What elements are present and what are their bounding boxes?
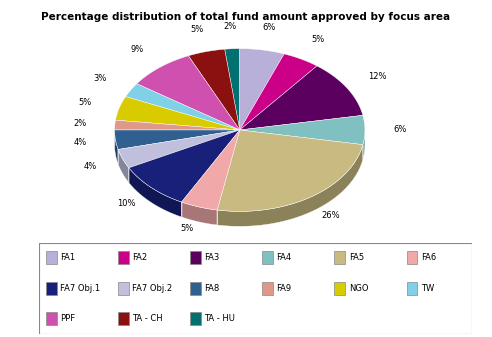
FancyBboxPatch shape	[262, 251, 273, 264]
Polygon shape	[182, 130, 240, 210]
Text: FA9: FA9	[277, 284, 292, 293]
Text: FA1: FA1	[60, 253, 75, 262]
Text: PPF: PPF	[60, 314, 75, 323]
Polygon shape	[225, 49, 240, 130]
Polygon shape	[363, 130, 365, 160]
Text: FA3: FA3	[205, 253, 220, 262]
Text: 5%: 5%	[312, 35, 325, 44]
FancyBboxPatch shape	[46, 282, 57, 295]
FancyBboxPatch shape	[262, 282, 273, 295]
Text: 3%: 3%	[93, 74, 107, 83]
Text: 6%: 6%	[393, 125, 407, 134]
FancyBboxPatch shape	[190, 312, 201, 325]
Polygon shape	[115, 120, 240, 130]
FancyBboxPatch shape	[190, 282, 201, 295]
Polygon shape	[240, 54, 317, 130]
Text: 4%: 4%	[83, 162, 96, 172]
Text: TA - HU: TA - HU	[205, 314, 235, 323]
Polygon shape	[129, 168, 182, 217]
Polygon shape	[116, 97, 240, 130]
Polygon shape	[125, 84, 240, 130]
Text: TW: TW	[421, 284, 434, 293]
FancyBboxPatch shape	[407, 251, 418, 264]
Text: Percentage distribution of total fund amount approved by focus area: Percentage distribution of total fund am…	[41, 12, 451, 22]
Text: 12%: 12%	[368, 71, 386, 81]
Text: FA5: FA5	[349, 253, 364, 262]
FancyBboxPatch shape	[335, 251, 345, 264]
Polygon shape	[129, 130, 240, 202]
FancyBboxPatch shape	[118, 251, 129, 264]
Text: FA6: FA6	[421, 253, 436, 262]
FancyBboxPatch shape	[39, 243, 472, 334]
FancyBboxPatch shape	[118, 282, 129, 295]
FancyBboxPatch shape	[190, 251, 201, 264]
Text: 5%: 5%	[181, 224, 194, 233]
Polygon shape	[137, 56, 240, 130]
Polygon shape	[188, 49, 240, 130]
Text: FA8: FA8	[205, 284, 220, 293]
Text: FA7 Obj.2: FA7 Obj.2	[132, 284, 172, 293]
Polygon shape	[217, 130, 363, 211]
Text: 10%: 10%	[117, 199, 136, 208]
FancyBboxPatch shape	[46, 251, 57, 264]
Polygon shape	[240, 115, 365, 145]
Text: TA - CH: TA - CH	[132, 314, 163, 323]
Polygon shape	[118, 149, 129, 183]
Text: FA2: FA2	[132, 253, 148, 262]
Polygon shape	[217, 145, 363, 226]
Text: 2%: 2%	[73, 119, 87, 128]
FancyBboxPatch shape	[407, 282, 418, 295]
FancyBboxPatch shape	[335, 282, 345, 295]
FancyBboxPatch shape	[118, 312, 129, 325]
Text: 9%: 9%	[130, 45, 144, 55]
Polygon shape	[115, 130, 118, 164]
Text: 26%: 26%	[321, 211, 340, 220]
Polygon shape	[115, 130, 240, 149]
Text: NGO: NGO	[349, 284, 369, 293]
Text: FA4: FA4	[277, 253, 292, 262]
Text: 6%: 6%	[262, 23, 276, 32]
FancyBboxPatch shape	[46, 312, 57, 325]
Polygon shape	[118, 130, 240, 168]
Polygon shape	[182, 202, 217, 225]
Polygon shape	[240, 66, 363, 130]
Polygon shape	[240, 49, 284, 130]
Text: 2%: 2%	[223, 22, 237, 31]
Text: FA7 Obj.1: FA7 Obj.1	[60, 284, 100, 293]
Text: 4%: 4%	[74, 138, 87, 147]
Text: 5%: 5%	[79, 97, 92, 106]
Text: 5%: 5%	[190, 25, 203, 34]
